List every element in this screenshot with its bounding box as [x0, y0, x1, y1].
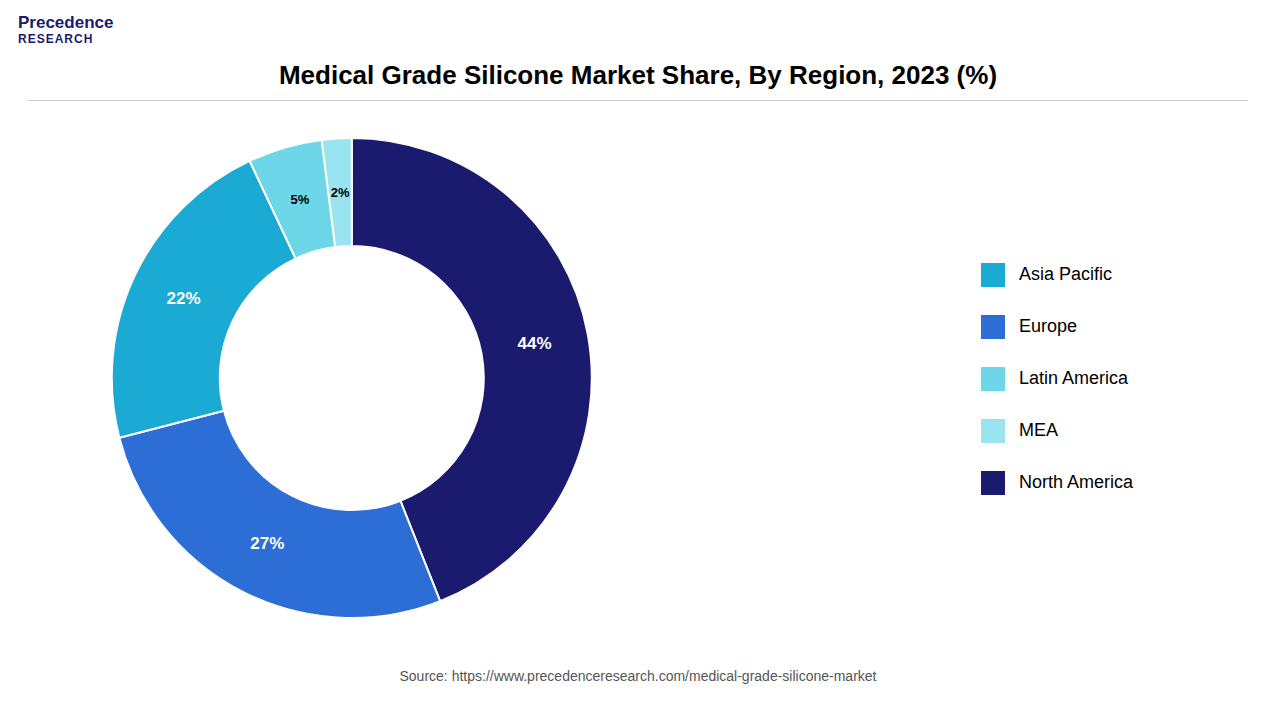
svg-text:27%: 27% — [250, 534, 284, 553]
html-text:Source: https://www.precedence: Source: https://www.precedenceresearch.c… — [399, 668, 877, 684]
html-text:RESEARCH: RESEARCH — [18, 31, 94, 46]
svg-text:5%: 5% — [290, 192, 309, 207]
html-text:Asia Pacific: Asia Pacific — [1019, 264, 1112, 284]
svg-text:22%: 22% — [166, 289, 200, 308]
html-text:Europe: Europe — [1019, 316, 1077, 336]
svg-text:44%: 44% — [517, 334, 551, 353]
html-text:Medical Grade Silicone Market: Medical Grade Silicone Market Share, By … — [278, 60, 998, 90]
html-text:Latin America: Latin America — [1019, 368, 1128, 388]
svg-text:2%: 2% — [331, 185, 350, 200]
html-text:Precedence: Precedence — [18, 13, 114, 32]
html-text:MEA: MEA — [1019, 420, 1058, 440]
html-text:North America: North America — [1019, 472, 1133, 492]
